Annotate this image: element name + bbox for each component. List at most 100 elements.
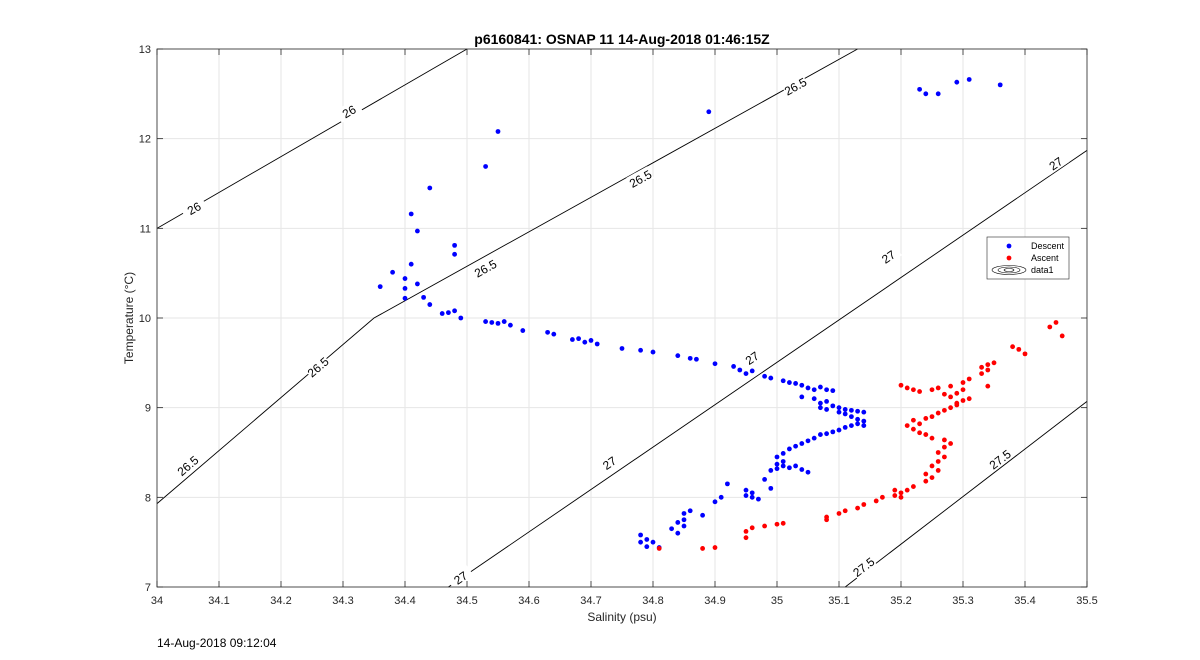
descent-point	[811, 396, 817, 402]
ascent-point	[873, 498, 879, 504]
ascent-point	[700, 546, 705, 551]
x-tick-label: 34.7	[580, 595, 601, 607]
y-tick-label: 8	[145, 492, 151, 504]
descent-point	[830, 388, 836, 394]
contour-label-group: 26	[179, 195, 208, 220]
descent-point	[849, 423, 854, 428]
y-tick-label: 13	[139, 44, 151, 56]
descent-point	[681, 523, 687, 529]
descent-point	[861, 409, 867, 415]
descent-point	[799, 467, 805, 472]
descent-point	[849, 414, 854, 420]
y-tick-label: 7	[145, 582, 151, 594]
ascent-point	[985, 383, 991, 389]
contour-label-group: 27	[1041, 150, 1070, 176]
descent-point	[768, 375, 774, 381]
descent-point	[495, 320, 501, 326]
descent-point	[793, 443, 798, 449]
x-tick-label: 34.3	[332, 595, 353, 607]
descent-point	[787, 465, 792, 471]
descent-point	[415, 281, 420, 287]
descent-point	[551, 331, 557, 337]
contour-label: 26.5	[175, 453, 202, 479]
ascent-point	[935, 459, 941, 464]
x-tick-label: 35.5	[1076, 595, 1097, 607]
ascent-point	[917, 389, 922, 394]
descent-point	[687, 355, 693, 361]
ascent-point	[942, 407, 947, 413]
descent-point	[650, 349, 656, 355]
descent-point	[842, 424, 848, 430]
descent-point	[681, 511, 687, 516]
descent-point	[712, 361, 718, 367]
ascent-point	[911, 484, 916, 489]
descent-point	[818, 384, 823, 390]
descent-point	[799, 394, 805, 400]
ascent-point	[904, 487, 910, 493]
y-axis-label: Temperature (°C)	[122, 272, 136, 364]
descent-point	[737, 367, 743, 373]
descent-point	[452, 251, 457, 257]
ascent-point	[743, 529, 749, 534]
ascent-point	[1053, 320, 1059, 325]
ascent-point	[774, 521, 780, 527]
ascent-point	[979, 364, 984, 370]
x-tick-label: 34.6	[518, 595, 539, 607]
contour-label-group: 27	[595, 449, 623, 475]
descent-point	[836, 409, 842, 415]
descent-point	[545, 329, 550, 335]
ascent-point	[904, 423, 910, 428]
descent-point	[731, 364, 736, 369]
contour-label-bg	[1041, 150, 1070, 176]
contour-label: 26.5	[472, 257, 500, 281]
descent-point	[743, 487, 749, 493]
contour-label-bg	[179, 195, 208, 220]
contour-label-bg	[173, 452, 202, 479]
ascent-point	[1022, 351, 1028, 357]
contour-label-group: 27.5	[849, 553, 878, 580]
contour-label-group: 27	[446, 564, 475, 590]
contour-label-group: 26.5	[471, 255, 500, 281]
ascent-point	[935, 468, 941, 473]
descent-point	[483, 319, 488, 324]
contour-line-27.5	[844, 401, 1088, 588]
descent-point	[774, 466, 780, 472]
ascent-point	[842, 508, 848, 514]
ascent-point	[1010, 344, 1015, 350]
descent-point	[446, 310, 451, 316]
descent-point	[415, 228, 420, 234]
descent-point	[749, 494, 755, 500]
ascent-point	[979, 371, 984, 376]
descent-point	[408, 211, 414, 217]
ascent-point	[960, 398, 966, 403]
ascent-point	[948, 441, 953, 446]
legend-ascent-marker	[1006, 255, 1012, 261]
contour-line-26	[156, 48, 468, 229]
x-tick-label: 34.1	[208, 595, 229, 607]
descent-point	[681, 517, 687, 523]
descent-point	[743, 493, 749, 498]
descent-point	[402, 286, 408, 291]
x-tick-label: 35.3	[952, 595, 973, 607]
descent-point	[842, 411, 848, 417]
descent-point	[408, 261, 414, 267]
x-tick-label: 34.5	[456, 595, 477, 607]
ascent-point	[904, 385, 910, 391]
descent-point	[669, 526, 674, 532]
x-tick-label: 34.4	[394, 595, 415, 607]
descent-point	[836, 405, 842, 411]
descent-point	[811, 387, 817, 393]
y-axis-ticks: 7 8 9 10 11 12 13	[139, 44, 1087, 594]
descent-point	[638, 347, 643, 353]
ascent-point	[935, 385, 941, 391]
legend-contour-icon	[991, 265, 1027, 275]
ascent-point	[880, 494, 885, 500]
descent-point	[818, 432, 823, 437]
descent-point	[452, 308, 457, 314]
descent-point	[824, 398, 829, 404]
descent-point	[427, 302, 433, 307]
descent-point	[824, 407, 829, 412]
x-axis-label: Salinity (psu)	[587, 610, 656, 624]
ascent-point	[948, 394, 953, 400]
